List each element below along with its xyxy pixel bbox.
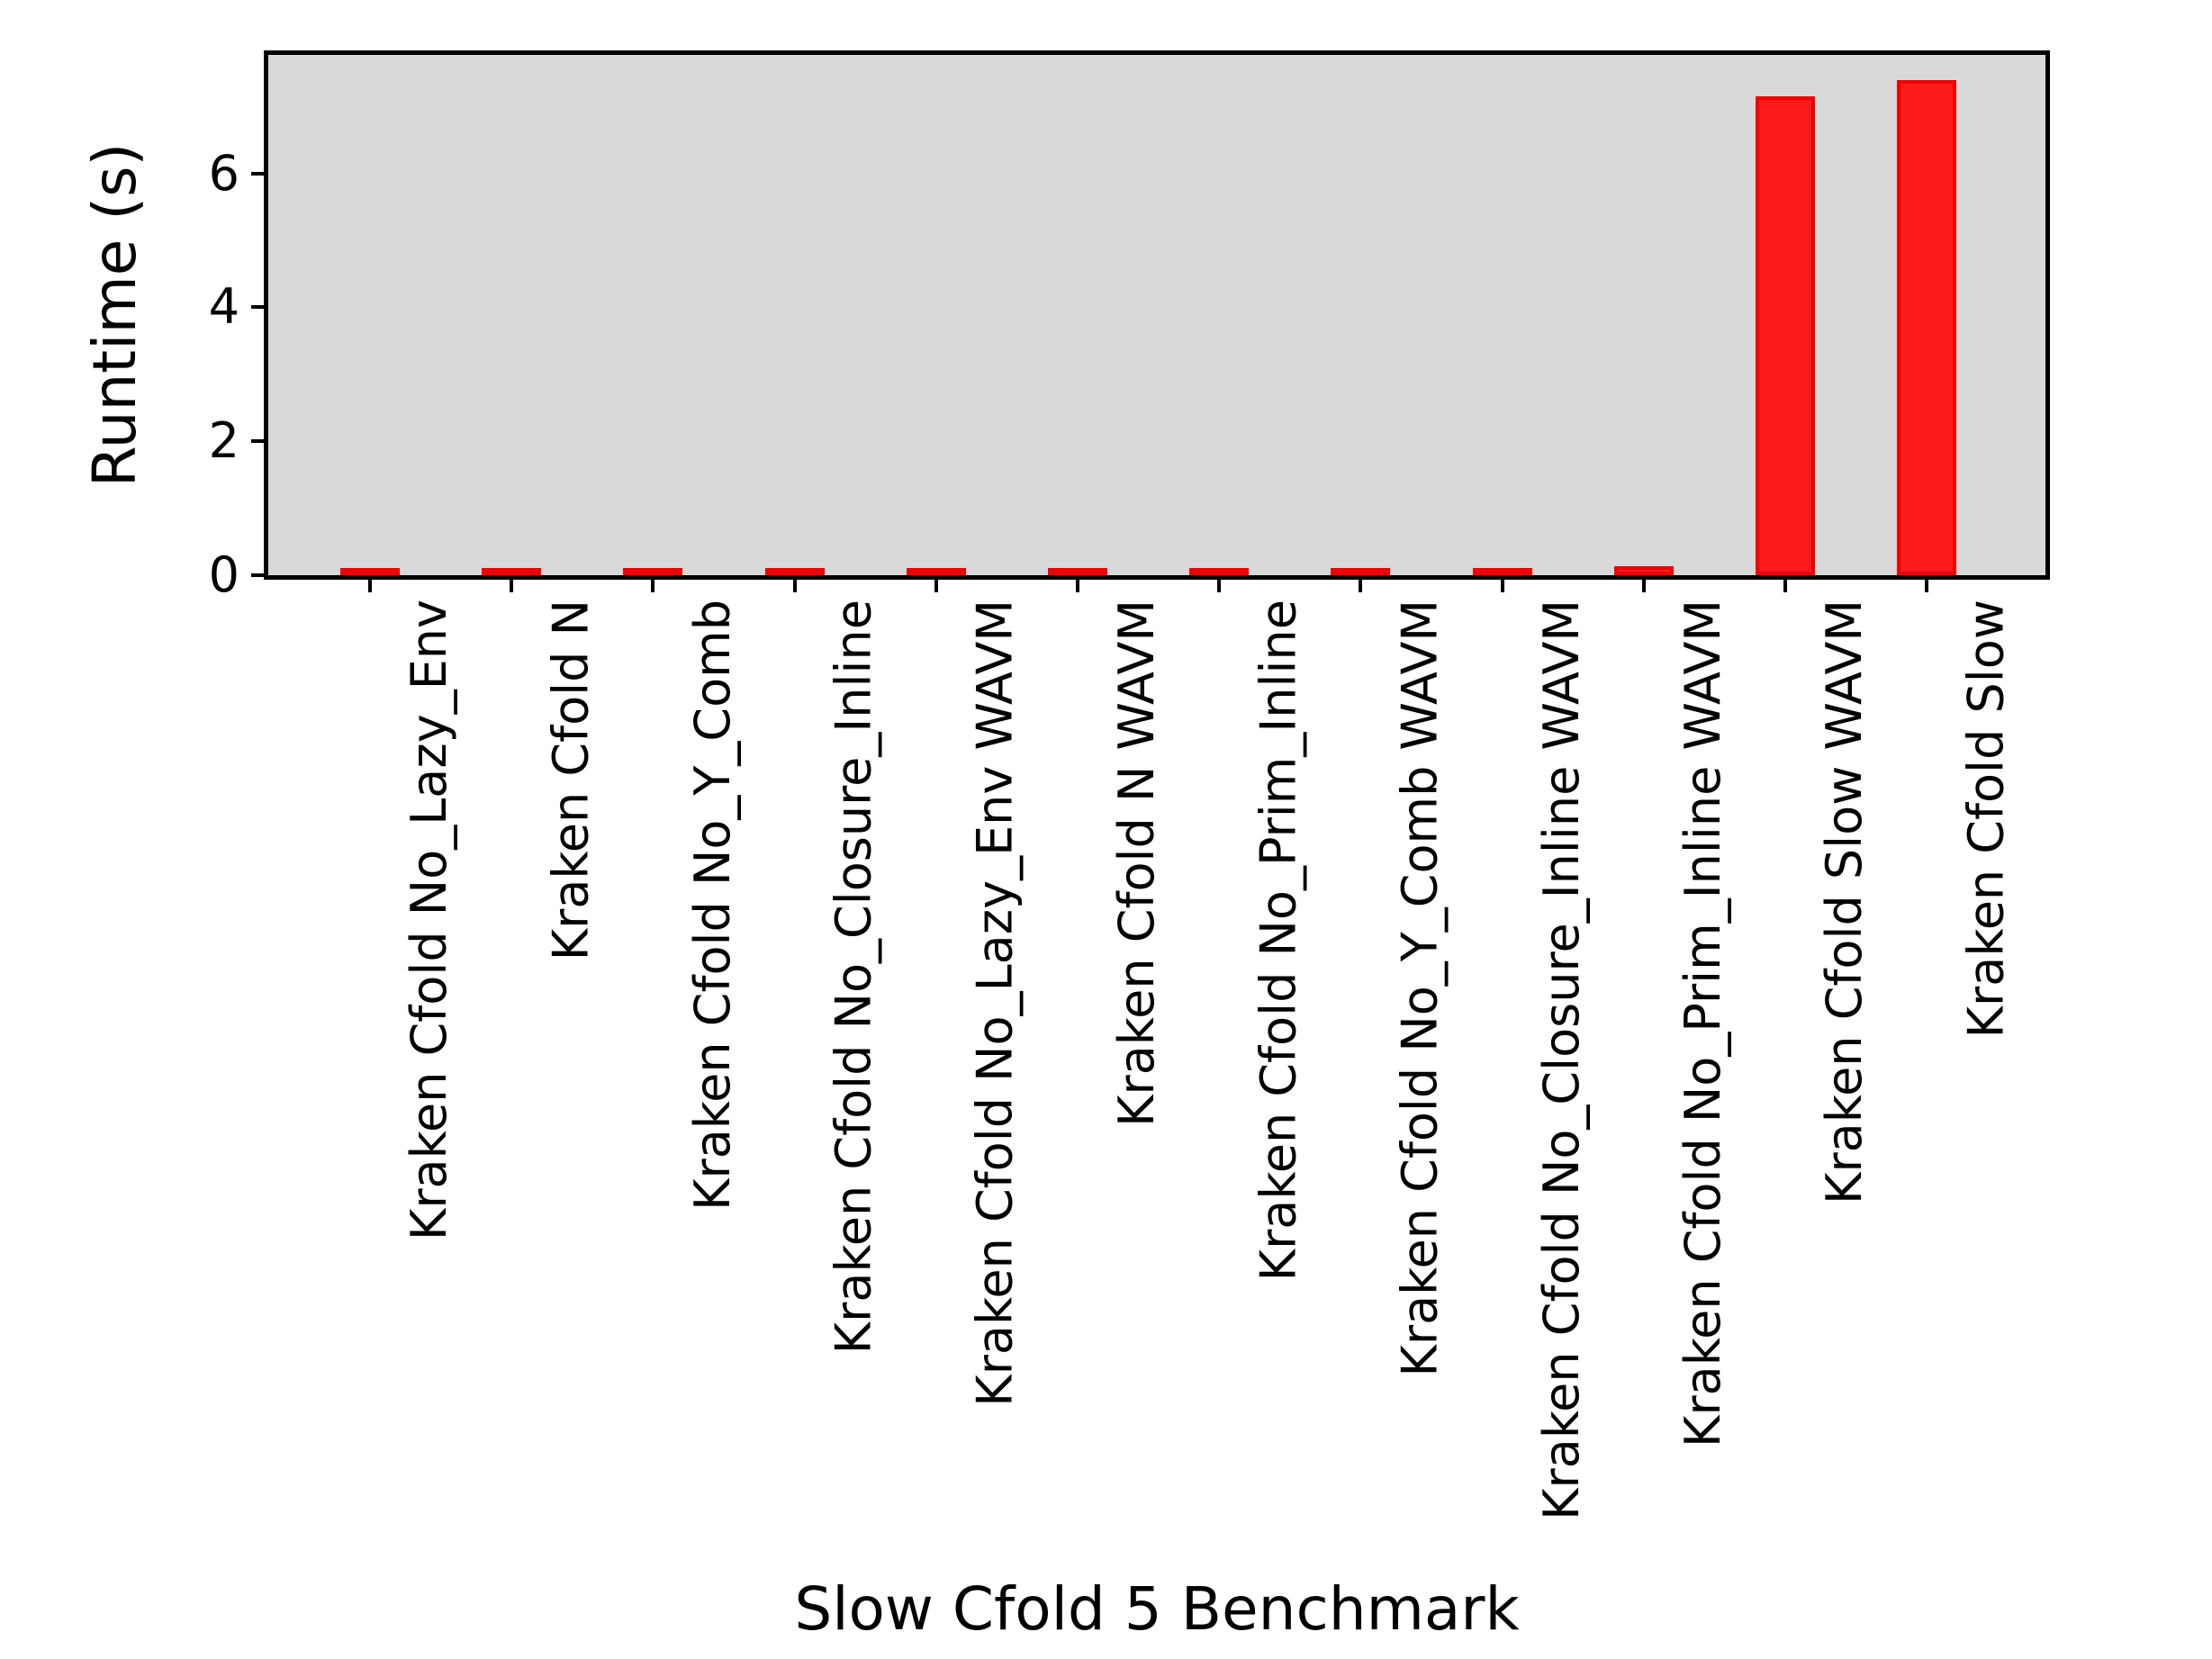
y-tick-label: 2 — [208, 412, 239, 469]
x-tick-mark — [934, 580, 938, 592]
x-tick-label: Kraken Cfold No_Closure_Inline — [825, 600, 882, 1355]
y-tick-mark — [251, 305, 264, 309]
x-tick-mark — [510, 580, 513, 592]
y-tick-label: 6 — [208, 145, 239, 202]
y-tick-mark — [251, 573, 264, 577]
x-tick-mark — [1783, 580, 1787, 592]
x-tick-label: Kraken Cfold No_Lazy_Env — [401, 600, 457, 1241]
x-tick-label: Kraken Cfold No_Prim_Inline — [1250, 600, 1307, 1282]
x-tick-mark — [793, 580, 797, 592]
x-tick-mark — [1076, 580, 1079, 592]
y-tick-mark — [251, 172, 264, 176]
bar — [1473, 568, 1532, 575]
x-tick-label: Kraken Cfold No_Y_Comb WAVM — [1391, 600, 1449, 1377]
bar — [1331, 568, 1390, 575]
x-tick-mark — [1642, 580, 1646, 592]
plot-area — [264, 50, 2050, 580]
x-axis-title: Slow Cfold 5 Benchmark — [794, 1574, 1520, 1644]
bar — [340, 568, 400, 575]
bar — [1614, 566, 1674, 575]
x-tick-label: Kraken Cfold N WAVM — [1108, 600, 1165, 1127]
x-tick-mark — [368, 580, 372, 592]
x-tick-mark — [651, 580, 655, 592]
bar — [765, 568, 825, 575]
x-tick-label: Kraken Cfold No_Prim_Inline WAVM — [1674, 600, 1731, 1447]
bar — [1897, 80, 1956, 575]
x-tick-label: Kraken Cfold Slow WAVM — [1816, 600, 1873, 1204]
bar — [1048, 568, 1107, 575]
x-tick-label: Kraken Cfold N — [542, 600, 600, 961]
y-tick-label: 4 — [208, 278, 239, 335]
bar — [1756, 96, 1815, 575]
x-tick-label: Kraken Cfold No_Lazy_Env WAVM — [966, 600, 1024, 1407]
x-tick-label: Kraken Cfold No_Closure_Inline WAVM — [1532, 600, 1590, 1520]
x-tick-mark — [1359, 580, 1362, 592]
y-tick-mark — [251, 439, 264, 443]
bar — [907, 568, 966, 575]
bar — [623, 568, 682, 575]
x-tick-mark — [1925, 580, 1928, 592]
bar — [1189, 568, 1249, 575]
x-tick-label: Kraken Cfold Slow — [1957, 600, 2015, 1039]
x-tick-mark — [1501, 580, 1504, 592]
bar — [482, 568, 541, 575]
x-tick-mark — [1217, 580, 1221, 592]
y-tick-label: 0 — [208, 546, 239, 603]
x-tick-label: Kraken Cfold No_Y_Comb — [683, 600, 741, 1211]
y-axis-title: Runtime (s) — [80, 142, 149, 488]
